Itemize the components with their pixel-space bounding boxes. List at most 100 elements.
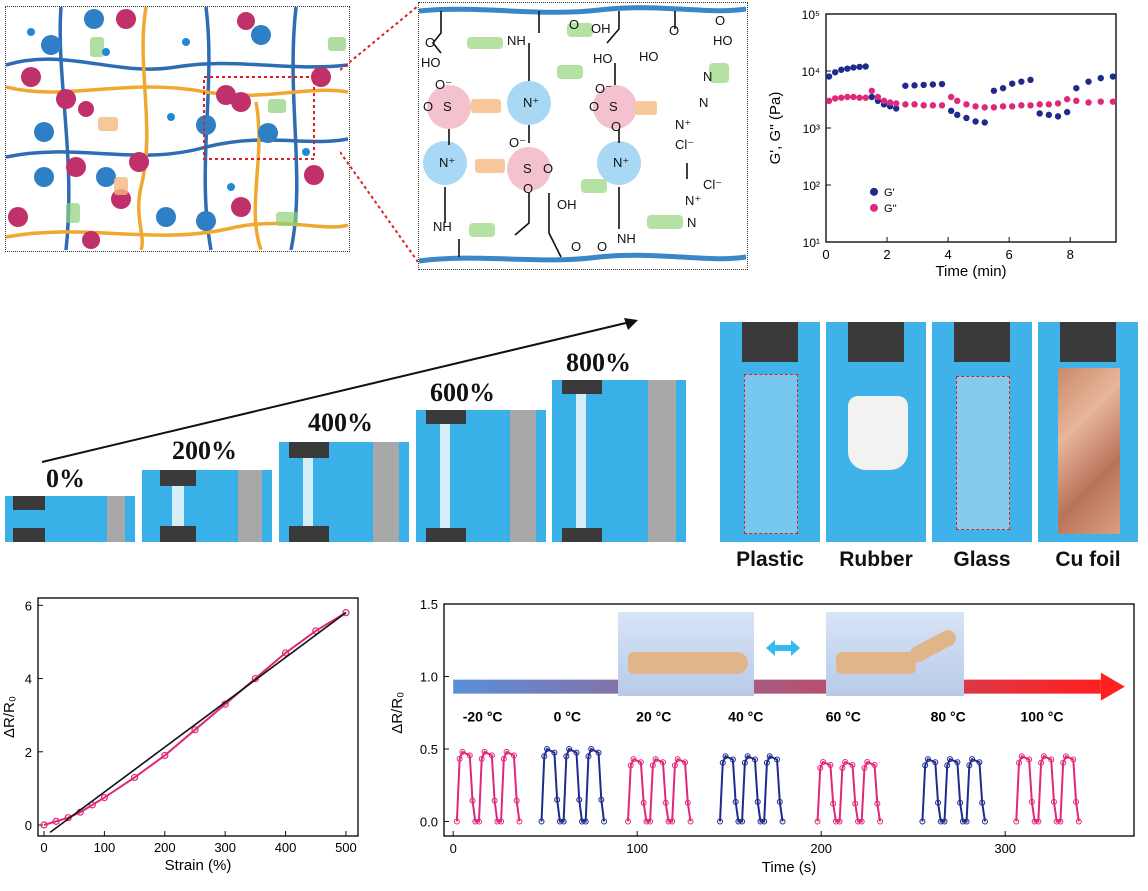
strain-y-tick-label: 2: [25, 745, 32, 760]
adhesion-label-rubber: Rubber: [839, 548, 913, 571]
temp-cycle-curve: [455, 750, 521, 823]
rheo-point-gdoubleprime: [862, 94, 869, 101]
rheo-point-gprime: [1036, 110, 1043, 117]
temp-y-tick-label: 0.5: [420, 742, 438, 757]
temp-cycle-point: [729, 756, 736, 763]
temp-cycle-curve: [627, 757, 692, 823]
temp-cycle-point: [739, 818, 746, 825]
rheo-point-gdoubleprime: [831, 95, 839, 102]
temp-cycle-point: [466, 752, 473, 759]
bidirectional-arrow: [766, 638, 800, 658]
strain-measured-point: [131, 773, 139, 782]
rheo-plot-frame: [825, 13, 1117, 243]
clamp-top: [13, 496, 45, 510]
cation-beads: [34, 9, 278, 231]
temperature-chart-panel: 0 100 200 300 0.0 0.5 1.0 1.5 Time (s) ΔR/R₀ -20 °…: [380, 590, 1148, 886]
temp-cycle-point: [669, 818, 676, 825]
chem-label-o-minus-1: O⁻: [435, 77, 452, 92]
temp-x-axis-label: Time (s): [762, 859, 816, 876]
chem-label-o-5: O: [589, 99, 599, 114]
strain-measured-point: [281, 649, 290, 657]
rheo-point-gprime: [1009, 80, 1016, 87]
temp-cycle-point: [1026, 756, 1033, 763]
temp-cycle-point: [1048, 756, 1055, 763]
temp-cycle-point: [719, 759, 726, 766]
rheo-point-gdoubleprime: [920, 102, 927, 109]
chemistry-panel: HO NH O OH O HO O O⁻ S O N⁺ N⁺ O⁻ S O O …: [418, 2, 748, 270]
temp-cycle-point: [582, 818, 589, 825]
strain-measured-point: [52, 817, 60, 825]
clamp-bottom: [426, 528, 466, 542]
rheo-point-gprime: [844, 65, 851, 72]
plastic-sheet: [744, 374, 798, 534]
temp-cycle-point: [551, 749, 558, 756]
temp-cycle-point: [662, 799, 669, 806]
chem-label-cl-2: Cl⁻: [703, 177, 722, 192]
temp-cycle-point: [774, 756, 781, 763]
temp-cycle-point: [652, 756, 659, 763]
rheo-point-gprime: [1097, 74, 1104, 82]
temp-cycle-point: [947, 756, 953, 763]
strain-chart-panel: 0 100 200 300 400 500 0 2 4 6 Strain (%) ΔR/R₀: [0, 590, 370, 886]
temp-cycle-point: [475, 818, 482, 825]
glass-slide: [956, 376, 1010, 530]
anion-halos: [427, 85, 637, 191]
temp-cycle-point: [937, 818, 944, 825]
strain-x-tick-label: 0: [40, 840, 47, 855]
backbone-top: [419, 5, 747, 15]
temp-cycle-point: [682, 759, 689, 766]
clamp-top: [289, 442, 329, 458]
strain-x-axis-label: Strain (%): [165, 857, 232, 874]
rheo-point-gprime: [831, 69, 839, 76]
temp-cycle-point: [637, 759, 644, 766]
rheo-point-gprime: [1027, 76, 1034, 84]
temp-cycle-point: [649, 762, 656, 769]
rheo-x-tick-label: 6: [1006, 247, 1013, 262]
temp-cycle-point: [498, 818, 505, 825]
rheo-point-gprime: [868, 93, 875, 101]
temp-cycle-point: [830, 800, 837, 807]
clamp: [848, 322, 904, 362]
temp-cycle-point: [766, 753, 773, 760]
adhesion-label-cu-foil: Cu foil: [1055, 548, 1121, 571]
temp-cycle-point: [861, 764, 868, 771]
temp-cycle-point: [674, 756, 681, 763]
chem-label-s-1: S: [443, 99, 452, 114]
backbone-bottom: [419, 252, 747, 264]
temp-cycle-point: [595, 749, 602, 756]
rheo-legend-label: G'': [884, 203, 897, 215]
temp-cycle-point: [761, 818, 768, 825]
rheo-point-gprime: [893, 105, 900, 112]
zoom-connector-svg: [340, 5, 419, 263]
rheo-point-gdoubleprime: [1063, 96, 1071, 103]
temp-cycle-curve: [540, 747, 606, 823]
rheo-x-tick-label: 4: [944, 247, 951, 262]
blue-polymer-chains: [6, 7, 349, 251]
rheo-point-gdoubleprime: [838, 94, 845, 101]
temp-cycle-point: [1038, 759, 1045, 766]
temp-cycle-point: [601, 818, 608, 825]
rheo-point-gprime: [856, 63, 863, 71]
chem-label-n-3: N: [703, 69, 712, 84]
temp-cycle-point: [735, 818, 742, 825]
rheo-y-tick-label: 10⁵: [802, 8, 820, 22]
rheo-point-gprime: [947, 107, 955, 115]
temp-cycle-curve: [921, 757, 986, 823]
chem-label-oh-1: OH: [591, 21, 611, 36]
clamp: [1060, 322, 1116, 362]
temp-cycle-point: [827, 762, 834, 769]
temp-cycle-point: [560, 818, 567, 825]
chem-label-o-7: O: [543, 161, 553, 176]
temp-cycle-point: [585, 753, 592, 760]
temp-cycle-point: [1018, 753, 1025, 760]
copper-foil: [1058, 368, 1120, 534]
rheo-point-gdoubleprime: [999, 103, 1007, 110]
strain-measured-point: [342, 609, 350, 617]
rheo-y-tick-label: 10²: [803, 179, 820, 193]
rheo-legend-label: G': [884, 187, 895, 199]
rheo-x-tick-label: 0: [822, 247, 829, 262]
rheo-point-gdoubleprime: [938, 102, 946, 109]
temp-y-tick-label: 1.0: [420, 670, 438, 685]
chem-label-nh-1: NH: [507, 33, 526, 48]
counterion-dots: [27, 28, 310, 191]
